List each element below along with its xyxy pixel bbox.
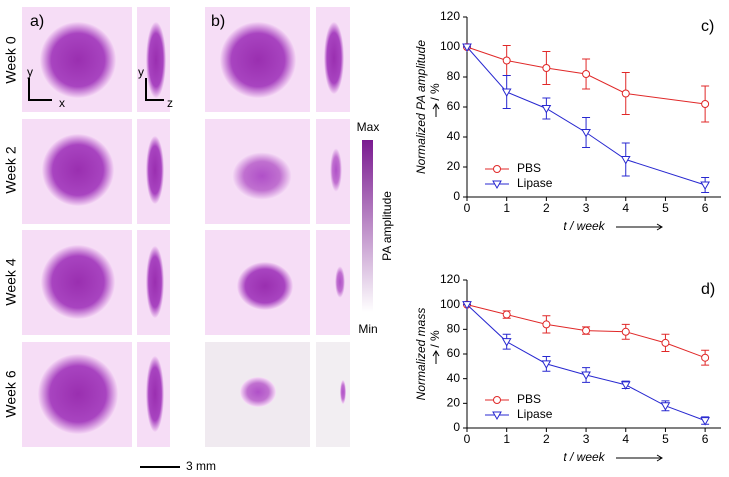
panel-label: b) (211, 13, 225, 30)
image-grid-a (22, 7, 170, 447)
legend-label: PBS (517, 392, 541, 406)
series-line (466, 46, 706, 105)
marker (582, 70, 591, 78)
y-axis-label: Normalized PA amplitude (414, 40, 428, 174)
marker (462, 301, 472, 310)
marker (701, 353, 710, 362)
panel-label: c) (701, 18, 714, 35)
marker (620, 381, 631, 390)
x-tick-label: 2 (543, 432, 550, 446)
marker (700, 417, 710, 426)
x-tick-label: 4 (622, 432, 629, 446)
marker (700, 181, 710, 191)
x-tick-label: 6 (702, 201, 709, 215)
y-tick-label: 20 (447, 396, 461, 410)
colorbar-max: Max (357, 120, 380, 134)
y-axis-unit: / % (428, 330, 442, 348)
week-label: Week 6 (3, 370, 19, 417)
legend-label: Lipase (517, 176, 553, 190)
legend-label: PBS (517, 161, 541, 175)
axes (466, 280, 721, 429)
y-tick-label: 80 (447, 69, 461, 83)
y-tick-label: 120 (440, 272, 460, 286)
marker (462, 43, 472, 53)
axis-letter: y (138, 65, 144, 79)
legend-marker (493, 165, 501, 173)
week-label: Week 2 (3, 146, 19, 193)
axes (466, 17, 721, 198)
image-panels: a) b) Week 0 Week 2 Week 4 Week 6 y x y … (3, 7, 394, 473)
y-arrow (432, 350, 440, 364)
y-tick-label: 40 (447, 371, 461, 385)
week-label: Week 0 (3, 36, 19, 83)
x-arrow (616, 454, 663, 462)
y-tick-label: 20 (447, 159, 461, 173)
marker (541, 360, 552, 369)
y-tick-label: 40 (447, 129, 461, 143)
x-tick-label: 1 (503, 432, 510, 446)
x-tick-label: 3 (583, 432, 590, 446)
colorbar (362, 140, 373, 312)
week-label: Week 4 (3, 258, 19, 305)
panel-label: a) (30, 13, 44, 30)
marker (542, 320, 551, 329)
x-tick-label: 3 (583, 201, 590, 215)
colorbar-label: PA amplitude (380, 191, 394, 261)
marker (501, 88, 512, 98)
x-arrow (616, 223, 663, 231)
y-tick-label: 60 (447, 99, 461, 113)
marker (701, 100, 710, 108)
legend-marker (492, 180, 502, 190)
y-tick-label: 80 (447, 322, 461, 336)
y-tick-label: 100 (440, 39, 460, 53)
y-tick-label: 100 (440, 297, 460, 311)
week-labels: Week 0 Week 2 Week 4 Week 6 (3, 36, 19, 417)
x-tick-label: 0 (464, 201, 471, 215)
y-tick-label: 120 (440, 9, 460, 23)
axis-letter: y (27, 65, 33, 79)
legend-marker (492, 411, 502, 421)
x-axis-label: t / week (563, 450, 605, 464)
y-tick-label: 60 (447, 346, 461, 360)
x-tick-label: 2 (543, 201, 550, 215)
series-line (466, 46, 706, 186)
marker (660, 402, 671, 411)
y-tick-label: 0 (453, 420, 460, 434)
axis-letter: x (59, 96, 65, 110)
scale-bar-label: 3 mm (186, 459, 216, 473)
y-axis-label: Normalized mass (414, 308, 428, 401)
axis-letter: z (167, 96, 173, 110)
marker (581, 129, 591, 138)
panel-label: d) (701, 281, 715, 298)
marker (501, 338, 512, 347)
x-tick-label: 4 (622, 201, 629, 215)
marker (581, 371, 591, 380)
marker (620, 156, 631, 165)
marker (582, 326, 591, 335)
marker (502, 310, 511, 319)
legend-marker (493, 396, 501, 404)
y-arrow (432, 103, 440, 117)
x-tick-label: 0 (464, 432, 471, 446)
image-grid-b (205, 7, 350, 447)
legend-label: Lipase (517, 407, 553, 421)
axis-arrows (28, 78, 164, 101)
marker (661, 338, 670, 347)
x-tick-label: 1 (503, 201, 510, 215)
marker (621, 89, 630, 98)
y-tick-label: 0 (453, 189, 460, 203)
y-axis-unit: / % (428, 83, 442, 101)
marker (621, 327, 630, 336)
x-tick-label: 5 (662, 201, 669, 215)
x-tick-label: 6 (702, 432, 709, 446)
x-tick-label: 5 (662, 432, 669, 446)
marker (542, 64, 551, 72)
marker (541, 105, 552, 114)
marker (502, 56, 511, 65)
colorbar-min: Min (358, 322, 377, 336)
x-axis-label: t / week (563, 219, 605, 233)
